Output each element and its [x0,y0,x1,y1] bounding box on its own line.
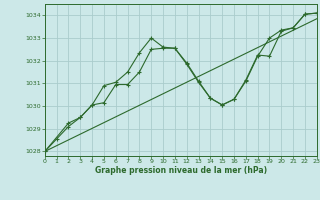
X-axis label: Graphe pression niveau de la mer (hPa): Graphe pression niveau de la mer (hPa) [95,166,267,175]
